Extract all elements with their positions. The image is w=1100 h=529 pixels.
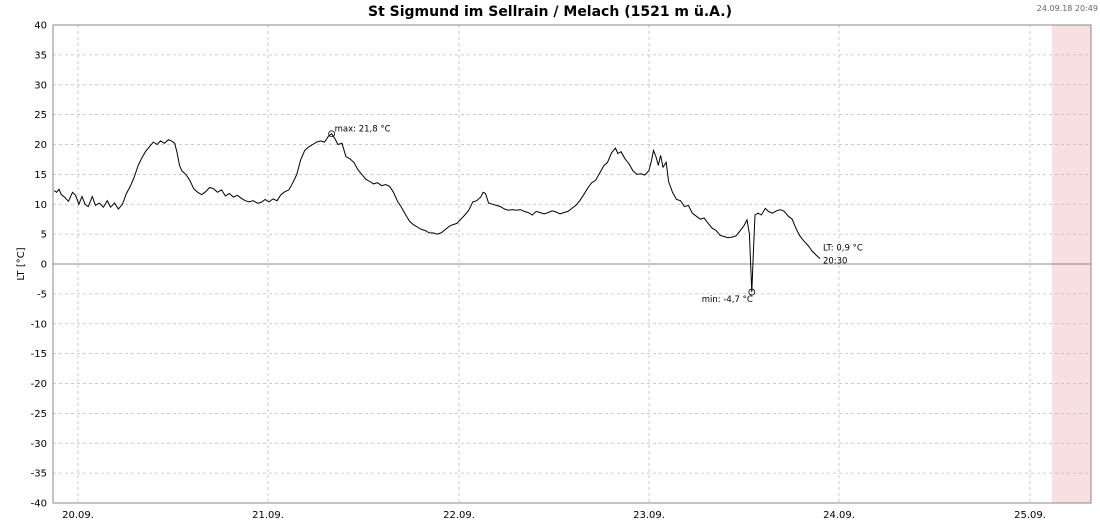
max-marker <box>328 130 336 138</box>
y-axis-label: LT [°C] <box>16 247 27 280</box>
y-tick-label: 35 <box>34 50 47 61</box>
x-tick-label: 21.09. <box>252 510 284 521</box>
x-tick-label: 24.09. <box>823 510 855 521</box>
y-tick-label: 10 <box>34 200 47 211</box>
temperature-line <box>53 132 821 293</box>
timestamp: 24.09.18 20:49 <box>1037 4 1098 13</box>
x-tick-label: 20.09. <box>62 510 94 521</box>
y-tick-label: -15 <box>31 349 47 360</box>
y-tick-label: -20 <box>31 379 47 390</box>
x-tick-label: 23.09. <box>633 510 665 521</box>
y-tick-label: 15 <box>34 170 47 181</box>
max-annotation: max: 21,8 °C <box>335 125 391 135</box>
y-tick-label: -30 <box>31 439 47 450</box>
y-tick-label: 40 <box>34 21 47 32</box>
y-tick-label: 5 <box>41 230 47 241</box>
y-tick-labels: -40 -35 -30 -25 -20 -15 -10 -5 0 5 10 15 20 25 30 35 40 <box>31 21 47 510</box>
plot-frame <box>52 24 1092 504</box>
current-time-annotation: 20:30 <box>823 257 848 267</box>
min-annotation: min: -4,7 °C <box>702 295 753 305</box>
y-tick-label: 30 <box>34 80 47 91</box>
y-tick-label: -40 <box>31 499 47 510</box>
y-tick-label: 20 <box>34 140 47 151</box>
x-tick-labels: 20.09. 21.09. 22.09. 23.09. 24.09. 25.09. <box>62 510 1046 521</box>
current-value-annotation: LT: 0,9 °C <box>823 244 863 254</box>
y-tick-label: -25 <box>31 409 47 420</box>
y-tick-label: -5 <box>37 289 47 300</box>
grid <box>53 25 1091 503</box>
y-tick-label: -10 <box>31 319 47 330</box>
chart-title: St Sigmund im Sellrain / Melach (1521 m … <box>368 4 732 20</box>
x-tick-label: 22.09. <box>443 510 475 521</box>
y-tick-label: -35 <box>31 469 47 480</box>
y-tick-label: 25 <box>34 110 47 121</box>
y-tick-label: 0 <box>41 260 47 271</box>
x-tick-label: 25.09. <box>1014 510 1046 521</box>
min-marker <box>748 288 756 296</box>
